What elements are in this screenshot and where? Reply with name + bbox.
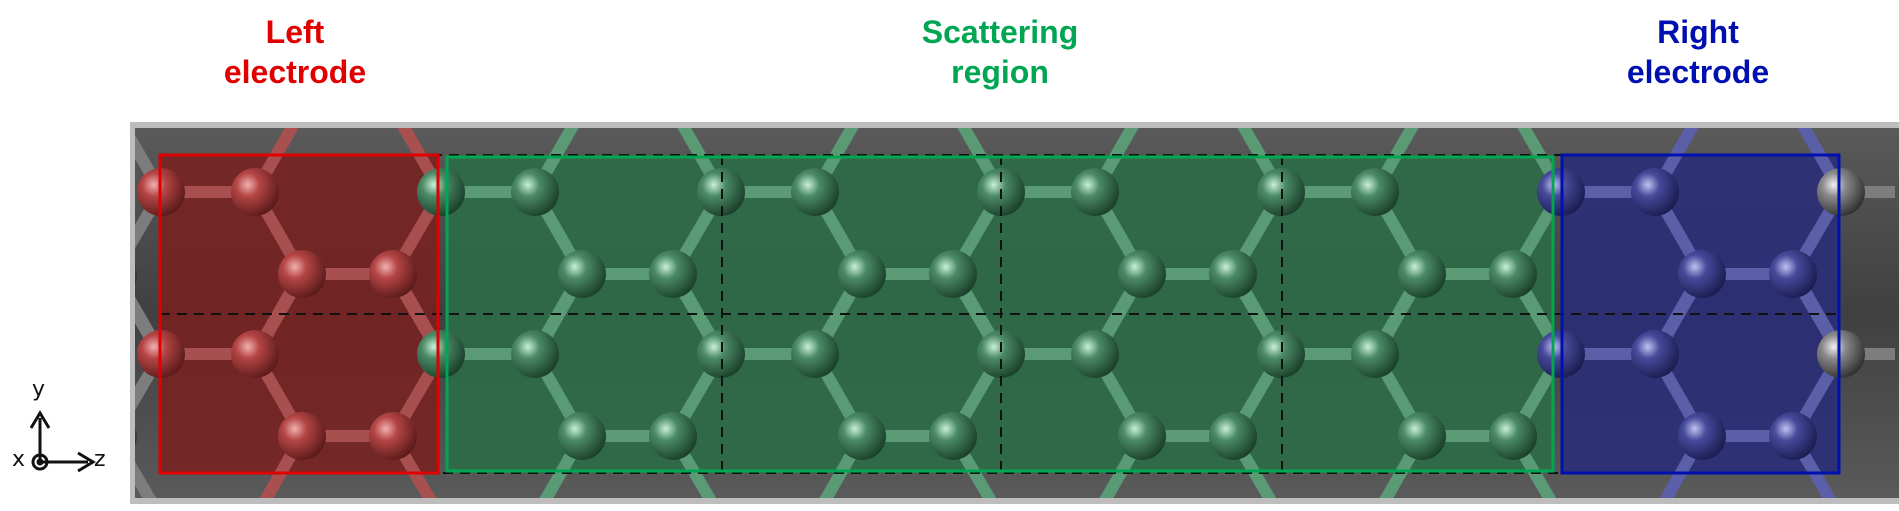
- carbon-atom: [791, 330, 839, 378]
- right-electrode-frame: [1560, 153, 1841, 475]
- left-electrode-title-line1: Left: [265, 14, 325, 50]
- scattering-region-frame: [445, 155, 1555, 473]
- scattering-region-title-line2: region: [951, 54, 1049, 90]
- carbon-atom: [1769, 412, 1817, 460]
- carbon-bond: [0, 110, 22, 192]
- carbon-atom: [649, 250, 697, 298]
- carbon-atom: [791, 168, 839, 216]
- carbon-atom: [1489, 250, 1537, 298]
- right-electrode-title-line2: electrode: [1626, 54, 1770, 90]
- carbon-atom: [1118, 412, 1166, 460]
- carbon-atom: [231, 330, 279, 378]
- carbon-atom: [1631, 330, 1679, 378]
- carbon-atom: [1678, 412, 1726, 460]
- z-axis-arrowhead: [77, 451, 96, 473]
- carbon-atom: [1817, 330, 1865, 378]
- carbon-atom: [1678, 250, 1726, 298]
- x-axis-label: x: [12, 447, 26, 472]
- carbon-atom: [1769, 250, 1817, 298]
- carbon-atom: [369, 412, 417, 460]
- carbon-atom: [135, 264, 137, 284]
- axis-indicator: [29, 410, 96, 473]
- carbon-atom: [649, 412, 697, 460]
- scattering-region-title: Scattering region: [850, 12, 1150, 92]
- left-electrode-title-line2: electrode: [223, 54, 367, 90]
- carbon-atom: [1257, 330, 1305, 378]
- left-electrode-frame: [158, 153, 440, 475]
- atoms-layer: [0, 168, 1865, 460]
- carbon-atom: [278, 412, 326, 460]
- carbon-atom: [1351, 168, 1399, 216]
- carbon-atom: [511, 330, 559, 378]
- carbon-bond: [135, 461, 157, 498]
- carbon-atom: [1209, 250, 1257, 298]
- carbon-atom: [135, 426, 137, 446]
- carbon-atom: [1118, 250, 1166, 298]
- carbon-atom: [558, 250, 606, 298]
- carbon-atom: [278, 250, 326, 298]
- carbon-bond: [0, 192, 22, 274]
- x-axis-dot: [36, 458, 44, 466]
- carbon-atom: [697, 330, 745, 378]
- carbon-atom: [929, 412, 977, 460]
- y-axis-arrowhead: [29, 410, 51, 429]
- carbon-atom: [1351, 330, 1399, 378]
- right-electrode-title-line1: Right: [1657, 14, 1739, 50]
- carbon-atom: [838, 412, 886, 460]
- carbon-atom: [1398, 412, 1446, 460]
- left-electrode-title: Left electrode: [145, 12, 445, 92]
- carbon-atom: [838, 250, 886, 298]
- carbon-atom: [1071, 168, 1119, 216]
- carbon-atom: [0, 250, 46, 298]
- carbon-atom: [1489, 412, 1537, 460]
- carbon-atom: [977, 330, 1025, 378]
- carbon-atom: [1817, 168, 1865, 216]
- carbon-atom: [1209, 412, 1257, 460]
- x-axis-circle: [31, 453, 49, 471]
- carbon-atom: [231, 168, 279, 216]
- carbon-bond: [0, 354, 22, 436]
- carbon-atom: [558, 412, 606, 460]
- carbon-bond: [0, 272, 22, 354]
- carbon-bond: [0, 274, 22, 356]
- z-axis-label: z: [94, 447, 106, 472]
- carbon-atom: [511, 168, 559, 216]
- y-axis-label: y: [32, 377, 46, 402]
- carbon-atom: [417, 168, 465, 216]
- carbon-atom: [417, 330, 465, 378]
- scattering-region-title-line1: Scattering: [921, 14, 1079, 50]
- carbon-atom: [369, 250, 417, 298]
- right-electrode-title: Right electrode: [1548, 12, 1848, 92]
- carbon-atom: [1631, 168, 1679, 216]
- carbon-atom: [1398, 250, 1446, 298]
- carbon-atom: [1071, 330, 1119, 378]
- carbon-atom: [929, 250, 977, 298]
